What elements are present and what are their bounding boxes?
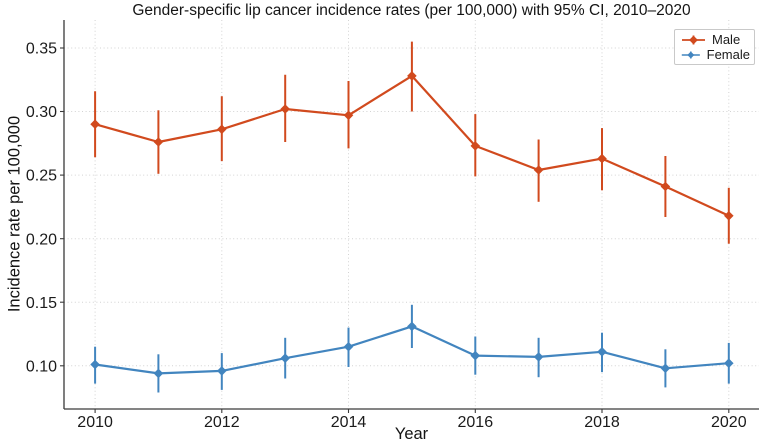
male-point-marker [660,181,671,192]
legend-item-female: Female [681,48,750,61]
female-point-marker [470,350,481,361]
legend: Male Female [674,29,755,65]
female-point-marker [597,347,607,357]
x-tick-label: 2010 [77,414,113,431]
female-point-marker [533,352,544,362]
male-point-marker [407,71,417,81]
female-point-marker [660,363,671,374]
male-point-marker [533,165,544,175]
x-tick-label: 2014 [331,414,367,431]
male-point-marker [724,211,734,221]
x-tick-label: 2012 [204,414,240,431]
male-point-marker [217,124,227,135]
female-point-marker [343,341,354,352]
female-point-marker [280,353,290,363]
x-tick-label: 2020 [711,414,747,431]
y-tick-label: 0.30 [26,104,57,121]
y-tick-label: 0.20 [26,231,57,248]
y-tick-label: 0.25 [26,168,57,185]
female-point-marker [217,366,227,376]
male-errorbar-marker-icon [682,35,705,44]
male-point-marker [343,110,354,121]
male-point-marker [597,153,607,164]
legend-label-female: Female [706,47,750,62]
x-axis-label: Year [394,425,429,443]
male-point-marker [153,137,164,147]
x-tick-label: 2016 [458,414,494,431]
legend-item-male: Male [681,33,750,46]
female-errorbar-marker-icon [681,50,700,59]
y-tick-label: 0.35 [26,41,57,58]
x-tick-label: 2018 [584,414,620,431]
female-point-marker [153,368,164,379]
chart-title: Gender-specific lip cancer incidence rat… [132,2,691,19]
legend-label-male: Male [712,32,741,47]
female-point-marker [407,321,417,332]
male-point-marker [280,104,290,114]
y-tick-label: 0.10 [26,358,57,375]
female-point-marker [90,359,100,370]
female-point-marker [724,358,734,368]
male-point-marker [470,141,481,151]
male-point-marker [90,119,100,129]
y-tick-label: 0.15 [26,295,57,312]
